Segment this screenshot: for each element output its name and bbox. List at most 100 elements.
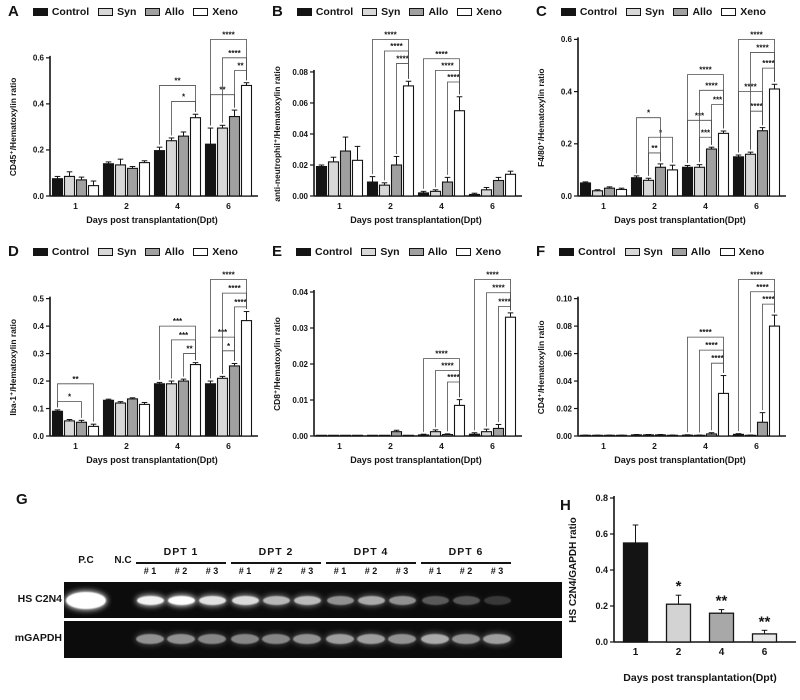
- bar: [366, 434, 379, 437]
- legend-swatch: [32, 248, 48, 256]
- chart-cd4: 0.00 0.02 0.04 0.06 0.08 0.10 CD4⁺/Hematoxylin…: [536, 270, 786, 465]
- bar: [744, 153, 757, 197]
- x-axis-label: Days post transplantation(Dpt): [623, 672, 776, 684]
- legend: Control Syn Allo Xeno: [32, 246, 238, 258]
- gel-band: [262, 634, 290, 644]
- x-tick-label: 4: [175, 201, 180, 211]
- bar: [63, 420, 76, 437]
- x-tick-label: 4: [175, 441, 180, 451]
- legend-item-allo: Allo: [145, 246, 184, 258]
- sig-stars: ***: [173, 317, 183, 326]
- sig-bracket: [738, 278, 775, 432]
- y-tick-label: 0.02: [292, 161, 308, 170]
- bar: [114, 402, 127, 437]
- sig-stars: ****: [756, 43, 769, 52]
- panel-letter-E: E: [272, 243, 283, 260]
- bar: [153, 383, 166, 437]
- legend-swatch: [624, 248, 640, 256]
- x-tick-label: 1: [73, 441, 78, 451]
- legend: Control Syn Allo Xeno: [560, 6, 766, 18]
- sig-stars: **: [72, 375, 79, 384]
- bar: [468, 193, 481, 197]
- bar: [339, 150, 352, 197]
- sig-stars: *: [647, 109, 651, 118]
- legend-label: Control: [51, 246, 90, 258]
- bar: [717, 132, 730, 197]
- gel-band: [198, 595, 226, 605]
- bar: [681, 434, 694, 437]
- legend-item-allo: Allo: [409, 6, 448, 18]
- legend-label: Xeno: [738, 246, 765, 258]
- y-axis-label: anti-neutrophil⁺/Hematoxylin ratio: [272, 66, 282, 202]
- bar: [138, 162, 151, 197]
- legend-label: Allo: [428, 6, 449, 18]
- gel-band: [483, 634, 511, 644]
- bar: [102, 399, 115, 437]
- bar: [102, 163, 115, 197]
- panel-A: A Control Syn Allo Xeno 0.0 0.2 0.4 0.6 CD45⁺/H…: [6, 2, 260, 233]
- sig-stars: ****: [705, 341, 718, 350]
- sig-bracket: [171, 101, 196, 136]
- gel-band: [262, 595, 290, 605]
- y-tick-label: 0.4: [33, 100, 45, 109]
- bar: [126, 167, 139, 197]
- bar: [504, 316, 517, 437]
- legend: Control Syn Allo Xeno: [296, 246, 501, 258]
- bar: [429, 431, 442, 437]
- sig-bracket: [372, 38, 409, 175]
- bar: [665, 603, 692, 643]
- legend-swatch: [145, 8, 161, 16]
- bar: [732, 433, 745, 437]
- gel-group-underline: [136, 562, 226, 564]
- y-tick-label: 0.0: [33, 192, 45, 201]
- legend-swatch: [721, 8, 737, 16]
- gel-band: [136, 595, 164, 605]
- sig-bracket: [210, 278, 247, 379]
- panel-B: B Control Syn Allo Xeno 0.00 0.02 0.04 0.06 0.0…: [270, 2, 524, 233]
- panel-H: H 0.0 0.2 0.4 0.6 0.8 HS C2N4/GAPDH ratio 1 2 4 6…: [558, 486, 798, 698]
- sig-stars: ****: [234, 298, 247, 307]
- sig-stars: **: [237, 61, 244, 70]
- bar: [165, 383, 178, 437]
- x-tick-label: 1: [337, 441, 342, 451]
- x-axis-label: Days post transplantation(Dpt): [614, 455, 746, 465]
- legend-item-xeno: Xeno: [721, 6, 766, 18]
- bar: [705, 433, 718, 437]
- bar: [327, 434, 340, 437]
- bar: [204, 143, 217, 197]
- bar: [315, 165, 328, 197]
- sig-stars: ****: [384, 30, 397, 39]
- x-tick-label: 2: [676, 647, 682, 658]
- bar: [642, 434, 655, 437]
- x-tick-label: 4: [703, 201, 708, 211]
- gel-group-underline: [326, 562, 416, 564]
- sig-stars: ****: [705, 81, 718, 90]
- bar: [228, 365, 241, 437]
- legend-item-allo: Allo: [671, 246, 711, 258]
- bar: [417, 192, 430, 197]
- y-tick-label: 0.00: [292, 192, 308, 201]
- legend-label: Control: [315, 246, 353, 258]
- gel-replicate-label: # 2: [269, 566, 283, 576]
- sig-stars: **: [759, 613, 771, 630]
- panel-G-gel: G P.C N.C DPT 1 # 1 # 2 # 3 DPT 2 # 1 # 2 # 3 DPT …: [8, 482, 562, 674]
- x-tick-label: 2: [124, 441, 129, 451]
- legend-item-control: Control: [32, 6, 89, 18]
- chart-cd45: 0.0 0.2 0.4 0.6 CD45⁺/Hematoxylin ratio 1 2 4 6D…: [8, 30, 258, 225]
- panel-letter-C: C: [536, 3, 547, 20]
- bar: [666, 169, 679, 197]
- legend-item-control: Control: [559, 246, 616, 258]
- legend-label: Syn: [380, 246, 400, 258]
- bar: [189, 117, 202, 197]
- gel-replicate-label: # 3: [300, 566, 314, 576]
- gel-band: [231, 634, 259, 644]
- y-tick-label: 0.06: [556, 349, 572, 358]
- sig-bracket: [738, 38, 775, 153]
- sig-stars: **: [174, 76, 181, 85]
- bar: [732, 156, 745, 197]
- gel-replicate-label: # 1: [143, 566, 157, 576]
- y-axis-label: CD45⁺/Hematoxylin ratio: [8, 78, 18, 176]
- y-tick-label: 0.4: [33, 322, 45, 331]
- gel-band: [293, 634, 321, 644]
